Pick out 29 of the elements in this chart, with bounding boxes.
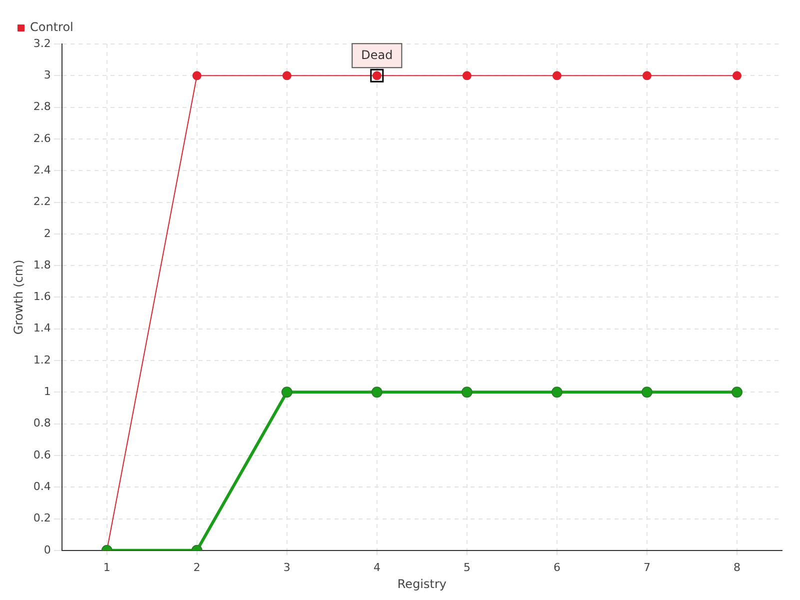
- y-tick-label: 2.4: [33, 163, 51, 176]
- y-tick-label: 3.2: [33, 36, 51, 50]
- y-axis-title: Growth (cm): [11, 260, 26, 335]
- x-axis-title: Registry: [397, 576, 447, 591]
- y-tick-label: 1.2: [33, 353, 51, 366]
- y-tick-label: 0.6: [33, 448, 51, 462]
- y-tick-label: 2.6: [33, 132, 51, 145]
- y-tick-label: 0.8: [33, 416, 51, 430]
- x-tick-label: 4: [373, 560, 380, 574]
- y-tick-label: 0.2: [33, 512, 51, 525]
- y-tick-label: 1.4: [33, 322, 51, 335]
- y-tick-label: 1.6: [33, 290, 51, 304]
- x-tick-label: 7: [643, 560, 650, 574]
- x-tick-label: 3: [283, 560, 290, 574]
- y-tick-label: 1: [44, 385, 51, 398]
- annotation: Dead: [361, 48, 393, 62]
- y-tick-label: 1.8: [33, 258, 51, 272]
- y-tick-label: 3: [44, 68, 51, 82]
- y-tick-label: 0.4: [33, 480, 51, 493]
- x-tick-label: 6: [553, 560, 560, 574]
- legend-label: Control: [30, 20, 74, 34]
- y-tick-label: 2.2: [33, 195, 51, 208]
- y-tick-label: 2: [44, 226, 51, 240]
- x-tick-label: 2: [193, 560, 200, 574]
- x-tick-label: 5: [463, 560, 470, 574]
- y-tick-label: 2.8: [33, 100, 51, 114]
- x-tick-label: 8: [733, 560, 740, 574]
- y-tick-label: 0: [44, 543, 51, 556]
- x-tick-label: 1: [103, 560, 110, 574]
